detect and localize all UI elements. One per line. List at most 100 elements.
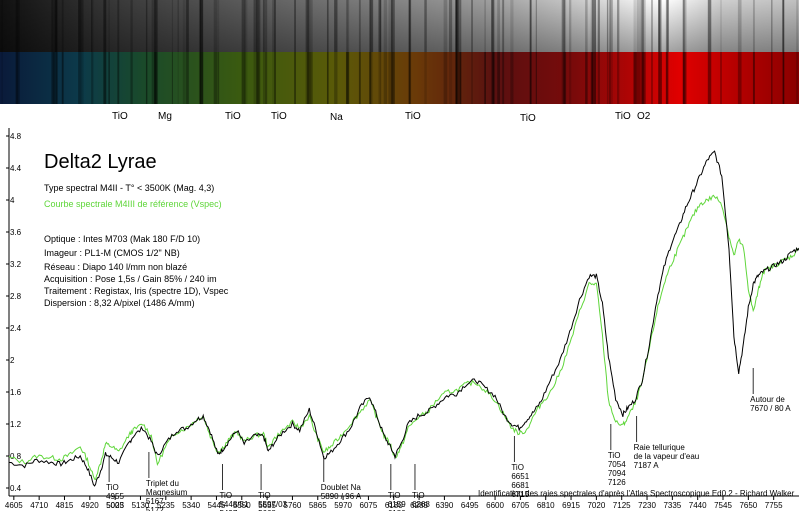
absorption-band — [257, 0, 261, 52]
absorption-band — [17, 0, 20, 52]
annotation-label: 7126 — [608, 478, 626, 487]
absorption-band — [569, 0, 572, 52]
annotation-label: Raie tellurique — [634, 443, 686, 452]
absorption-band — [484, 52, 486, 104]
annotation-label: 6180 — [388, 509, 406, 511]
x-tick-label: 5130 — [132, 501, 150, 510]
annotation-label: Magnesium — [146, 488, 188, 497]
y-tick-label: 1.2 — [10, 420, 22, 429]
absorption-band — [597, 0, 600, 52]
absorption-band — [658, 52, 661, 104]
absorption-band — [151, 0, 154, 52]
absorption-band — [658, 52, 661, 104]
absorption-band — [707, 0, 712, 52]
absorption-band — [103, 52, 107, 104]
absorption-band — [182, 52, 186, 104]
absorption-band — [253, 52, 257, 104]
x-tick-label: 7755 — [765, 501, 783, 510]
absorption-band — [510, 52, 514, 104]
absorption-band — [771, 52, 773, 104]
absorption-band — [665, 52, 668, 104]
annotation-label: 6681 — [511, 481, 529, 490]
band-label-tio: TiO — [112, 111, 128, 122]
absorption-band — [392, 52, 395, 104]
absorption-band — [152, 0, 154, 52]
absorption-band — [152, 52, 154, 104]
absorption-band — [497, 0, 500, 52]
absorption-band — [52, 52, 55, 104]
absorption-band — [307, 0, 311, 52]
absorption-band — [530, 0, 532, 52]
y-tick-label: 4 — [10, 196, 15, 205]
absorption-band — [264, 0, 268, 52]
absorption-band — [616, 0, 620, 52]
absorption-band — [383, 52, 388, 104]
absorption-band — [305, 52, 310, 104]
absorption-band — [782, 52, 785, 104]
absorption-band — [448, 0, 453, 52]
absorption-band — [590, 52, 593, 104]
absorption-band — [640, 52, 644, 104]
x-tick-label: 6915 — [562, 501, 580, 510]
absorption-band — [561, 52, 566, 104]
y-tick-label: 2.8 — [10, 292, 22, 301]
annotation-label: 6159 — [388, 500, 406, 509]
star-spectrum-line — [8, 150, 799, 487]
absorption-band — [199, 0, 203, 52]
info-processing: Traitement : Registax, Iris (spectre 1D)… — [44, 286, 229, 296]
annotation-label: 6715 — [511, 490, 529, 499]
absorption-band — [563, 0, 567, 52]
band-label-tio: TiO — [225, 111, 241, 122]
absorption-band — [682, 0, 685, 52]
absorption-band — [752, 0, 755, 52]
absorption-band — [310, 0, 313, 52]
x-tick-label: 6285 — [410, 501, 428, 510]
x-tick-label: 6390 — [436, 501, 454, 510]
absorption-band — [585, 0, 588, 52]
annotation-label: TiO — [388, 491, 401, 500]
absorption-band — [326, 0, 329, 52]
absorption-band — [592, 52, 597, 104]
absorption-band — [448, 52, 453, 104]
absorption-band — [459, 0, 462, 52]
annotation-label: 7094 — [608, 469, 626, 478]
absorption-band — [493, 0, 495, 52]
info-grating: Réseau : Diapo 140 l/mm non blazé — [44, 262, 188, 272]
absorption-band — [660, 0, 662, 52]
info-acquisition: Acquisition : Pose 1,5s / Gain 85% / 240… — [44, 274, 217, 284]
absorption-band — [186, 52, 189, 104]
x-tick-label: 7545 — [714, 501, 732, 510]
absorption-band — [633, 0, 637, 52]
absorption-band — [171, 0, 173, 52]
absorption-band — [491, 0, 494, 52]
annotation-label: Triplet du — [146, 479, 179, 488]
x-tick-label: 4815 — [56, 501, 74, 510]
annotation-label: 5668 — [258, 509, 276, 511]
absorption-band — [177, 52, 179, 104]
x-tick-label: 5865 — [309, 501, 327, 510]
absorption-band — [241, 52, 246, 104]
color-spectrum-strip — [0, 52, 799, 104]
band-label-tio: TiO — [520, 113, 536, 124]
x-tick-label: 5970 — [334, 501, 352, 510]
annotation-label: TiO — [608, 451, 621, 460]
absorption-band — [491, 52, 494, 104]
absorption-band — [683, 52, 687, 104]
annotation-label: Autour de — [750, 395, 785, 404]
annotation-label: 5003 — [106, 501, 124, 510]
absorption-band — [78, 52, 82, 104]
absorption-band — [346, 0, 349, 52]
absorption-band — [590, 0, 593, 52]
band-label-mg: Mg — [158, 111, 172, 122]
x-tick-label: 4920 — [81, 501, 99, 510]
absorption-band — [388, 0, 393, 52]
absorption-band — [752, 52, 755, 104]
absorption-band — [305, 0, 310, 52]
absorption-band — [345, 52, 350, 104]
absorption-band — [455, 52, 459, 104]
absorption-band — [651, 52, 653, 104]
absorption-band — [408, 52, 411, 104]
x-tick-label: 5025 — [106, 501, 124, 510]
absorption-band — [274, 0, 276, 52]
